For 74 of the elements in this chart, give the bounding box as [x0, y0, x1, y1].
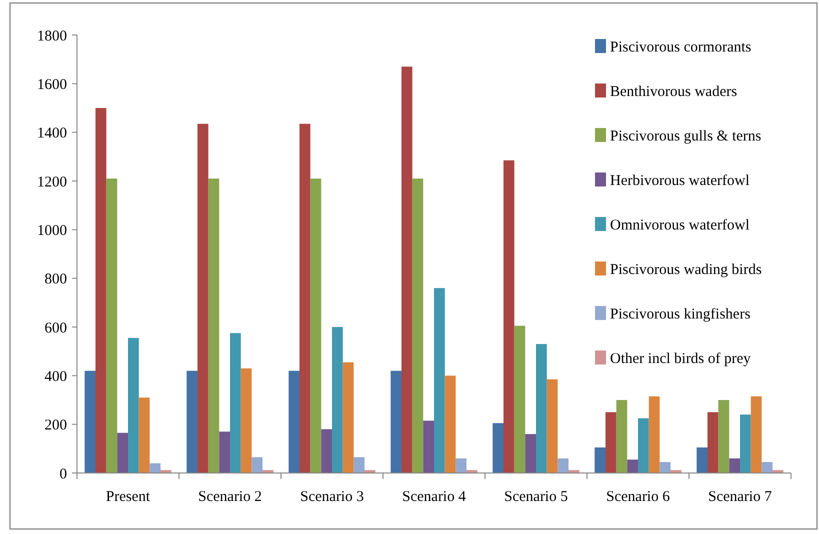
y-tick-label: 1800 [37, 28, 67, 44]
bar [117, 432, 128, 473]
bar [444, 376, 456, 473]
bar [128, 338, 139, 473]
bar [332, 327, 343, 473]
bar [197, 124, 208, 473]
bar [660, 462, 671, 473]
bar [95, 108, 106, 473]
bar [492, 423, 504, 473]
bar [740, 414, 751, 473]
x-tick-label: Present [106, 489, 151, 505]
bar [354, 457, 365, 473]
bar [310, 178, 322, 473]
legend-label: Piscivorous kingfishers [610, 306, 751, 322]
bar [390, 370, 402, 473]
bar [342, 362, 354, 473]
bar [150, 463, 161, 473]
bar [219, 432, 230, 473]
legend-label: Piscivorous wading birds [610, 262, 762, 278]
legend-label: Omnivorous waterfowl [610, 217, 750, 234]
bar [240, 368, 252, 473]
legend-label: Piscivorous gulls & terns [610, 128, 762, 144]
bar [648, 396, 660, 473]
bar [616, 400, 628, 473]
bar [288, 370, 300, 473]
bar [503, 160, 514, 473]
bar [729, 458, 740, 473]
bar [696, 447, 708, 473]
bar [208, 178, 220, 473]
bar [138, 398, 150, 473]
bar [412, 178, 424, 473]
legend-label: Benthivorous waders [610, 84, 738, 100]
x-tick-label: Scenario 4 [402, 489, 466, 505]
bar [536, 344, 547, 473]
bar [718, 400, 730, 473]
bar [299, 124, 310, 473]
bar [525, 434, 536, 473]
bar [594, 447, 606, 473]
y-tick-label: 800 [44, 272, 67, 288]
bar [558, 458, 569, 473]
bar [627, 460, 638, 473]
legend-label: Other incl birds of prey [610, 350, 752, 367]
y-tick-label: 0 [60, 466, 67, 482]
y-tick-label: 1000 [37, 222, 67, 239]
bar [252, 457, 263, 473]
y-tick-label: 1600 [37, 76, 67, 93]
bar [423, 420, 434, 473]
y-tick-label: 600 [44, 320, 67, 336]
bar [321, 429, 332, 473]
bar [84, 370, 96, 473]
bar [106, 178, 118, 473]
bar [456, 458, 467, 473]
y-tick-label: 1400 [37, 126, 67, 142]
bar [750, 396, 762, 473]
x-tick-label: Scenario 7 [708, 489, 772, 505]
bar [762, 462, 773, 473]
y-tick-label: 200 [44, 418, 67, 434]
x-tick-label: Scenario 2 [198, 489, 262, 505]
x-tick-label: Scenario 6 [606, 489, 670, 505]
bar [186, 370, 198, 473]
legend-label: Herbivorous waterfowl [610, 172, 750, 189]
bar [401, 66, 412, 473]
bar [514, 326, 526, 473]
x-tick-label: Scenario 5 [504, 489, 568, 505]
x-tick-label: Scenario 3 [300, 489, 364, 505]
bar [707, 412, 718, 473]
legend-label: Piscivorous cormorants [610, 39, 752, 56]
y-tick-label: 400 [44, 368, 67, 385]
bar [434, 288, 445, 473]
bar [230, 333, 241, 473]
bar [546, 379, 558, 473]
y-tick-label: 1200 [37, 174, 67, 190]
bar [638, 418, 649, 473]
bar [605, 412, 616, 473]
